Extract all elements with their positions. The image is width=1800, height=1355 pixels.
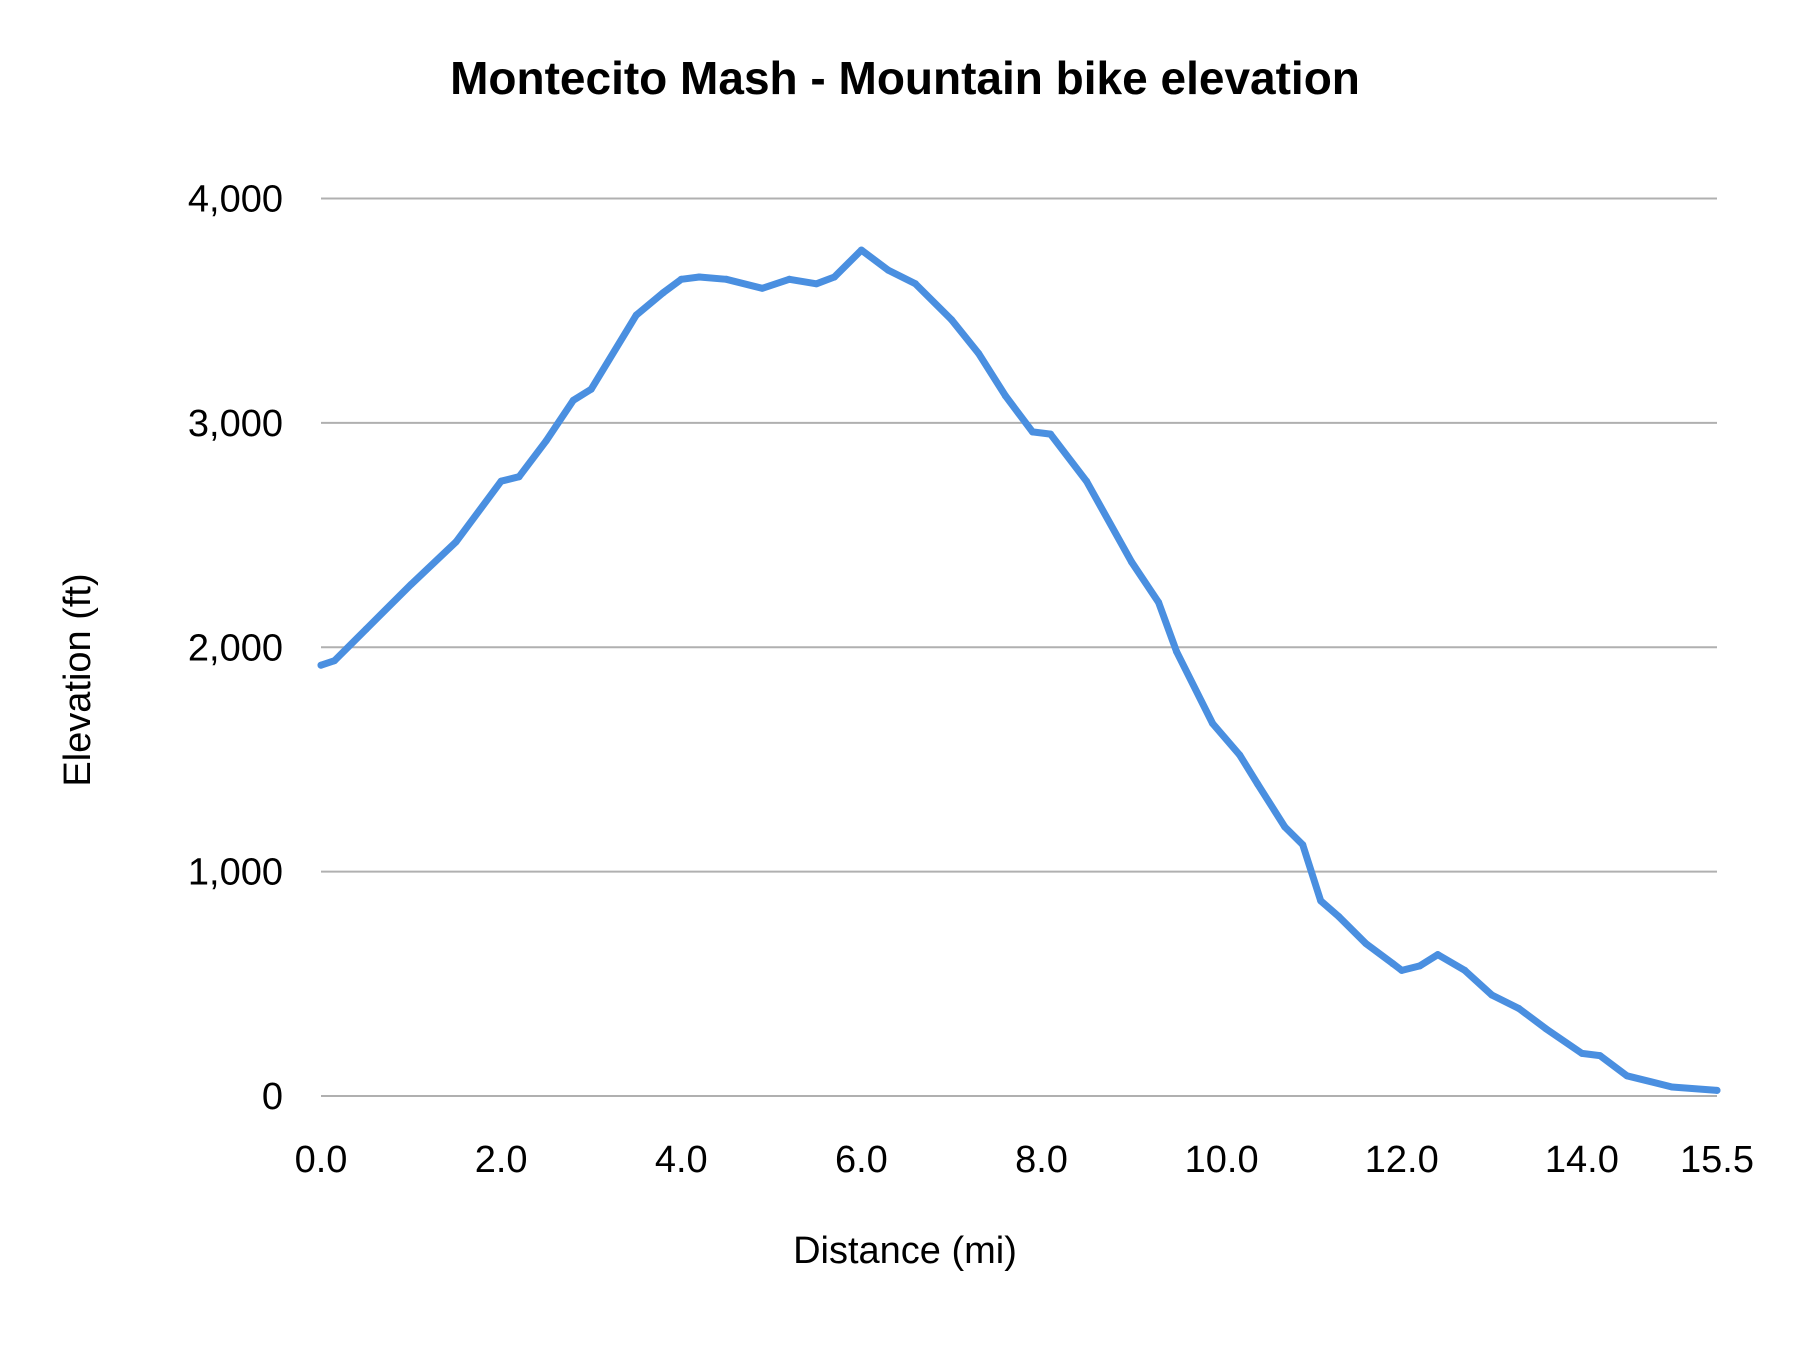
y-tick-label: 4,000 xyxy=(188,179,283,221)
data-point xyxy=(1623,1072,1631,1080)
data-point xyxy=(695,273,703,281)
data-point xyxy=(1029,428,1037,436)
x-axis-label: Distance (mi) xyxy=(793,1230,1017,1272)
data-point xyxy=(659,289,667,297)
data-point xyxy=(587,385,595,393)
y-tick-label: 0 xyxy=(262,1076,283,1118)
data-point xyxy=(1083,477,1091,485)
data-point xyxy=(1398,966,1406,974)
data-point xyxy=(857,246,865,254)
data-point xyxy=(1335,913,1343,920)
data-point xyxy=(1281,823,1289,831)
x-tick-label: 0.0 xyxy=(295,1139,348,1181)
data-point xyxy=(812,280,820,288)
data-point xyxy=(1236,751,1244,759)
x-tick-label: 4.0 xyxy=(655,1139,708,1181)
data-point xyxy=(884,266,892,274)
y-axis-label: Elevation (ft) xyxy=(57,573,99,786)
data-point xyxy=(1416,962,1424,970)
data-point xyxy=(1254,780,1262,788)
y-axis-ticks: 0 1,000 2,000 3,000 4,000 xyxy=(188,179,283,1119)
x-tick-label: 15.5 xyxy=(1680,1139,1754,1181)
data-point xyxy=(1047,430,1055,438)
data-point xyxy=(1596,1052,1604,1060)
elevation-line xyxy=(317,246,1721,1094)
data-point xyxy=(1362,939,1370,947)
data-point xyxy=(1389,960,1397,968)
x-tick-label: 6.0 xyxy=(835,1139,888,1181)
data-point xyxy=(722,275,730,283)
data-point xyxy=(452,538,460,546)
data-point xyxy=(1317,897,1325,905)
x-tick-label: 14.0 xyxy=(1545,1139,1619,1181)
data-point xyxy=(1515,1004,1523,1012)
data-point xyxy=(1001,392,1009,400)
data-point xyxy=(1488,991,1496,999)
y-tick-label: 3,000 xyxy=(188,403,283,445)
data-point xyxy=(758,284,766,292)
data-point xyxy=(542,437,550,445)
data-point xyxy=(1173,648,1181,656)
chart-title: Montecito Mash - Mountain bike elevation xyxy=(450,52,1360,104)
data-point xyxy=(317,661,325,669)
data-point xyxy=(1578,1049,1586,1057)
data-point xyxy=(785,275,793,283)
x-tick-label: 12.0 xyxy=(1365,1139,1439,1181)
x-tick-label: 2.0 xyxy=(475,1139,528,1181)
gridlines xyxy=(321,197,1717,1097)
data-point xyxy=(331,657,339,665)
x-tick-label: 10.0 xyxy=(1185,1139,1259,1181)
data-point xyxy=(515,473,523,481)
data-point xyxy=(1668,1083,1676,1091)
data-point xyxy=(911,280,919,288)
data-point xyxy=(677,275,685,283)
data-point xyxy=(1155,598,1163,606)
data-point xyxy=(362,625,370,633)
data-point xyxy=(1434,951,1442,959)
data-point xyxy=(407,580,415,588)
series-layer xyxy=(317,246,1721,1094)
data-point xyxy=(1299,841,1307,849)
data-point xyxy=(974,349,982,357)
data-point xyxy=(569,396,577,404)
x-axis-ticks: 0.0 2.0 4.0 6.0 8.0 10.0 12.0 14.0 15.5 xyxy=(295,1139,1754,1181)
x-tick-label: 8.0 xyxy=(1015,1139,1068,1181)
data-point xyxy=(1461,966,1469,974)
y-tick-label: 2,000 xyxy=(188,627,283,669)
data-point xyxy=(497,477,505,485)
data-point xyxy=(830,273,838,281)
y-tick-label: 1,000 xyxy=(188,852,283,894)
data-point xyxy=(1209,720,1217,728)
data-point xyxy=(632,311,640,319)
data-point xyxy=(1128,558,1136,566)
data-point xyxy=(1542,1025,1550,1033)
data-point xyxy=(1713,1086,1721,1094)
data-point xyxy=(947,316,955,324)
